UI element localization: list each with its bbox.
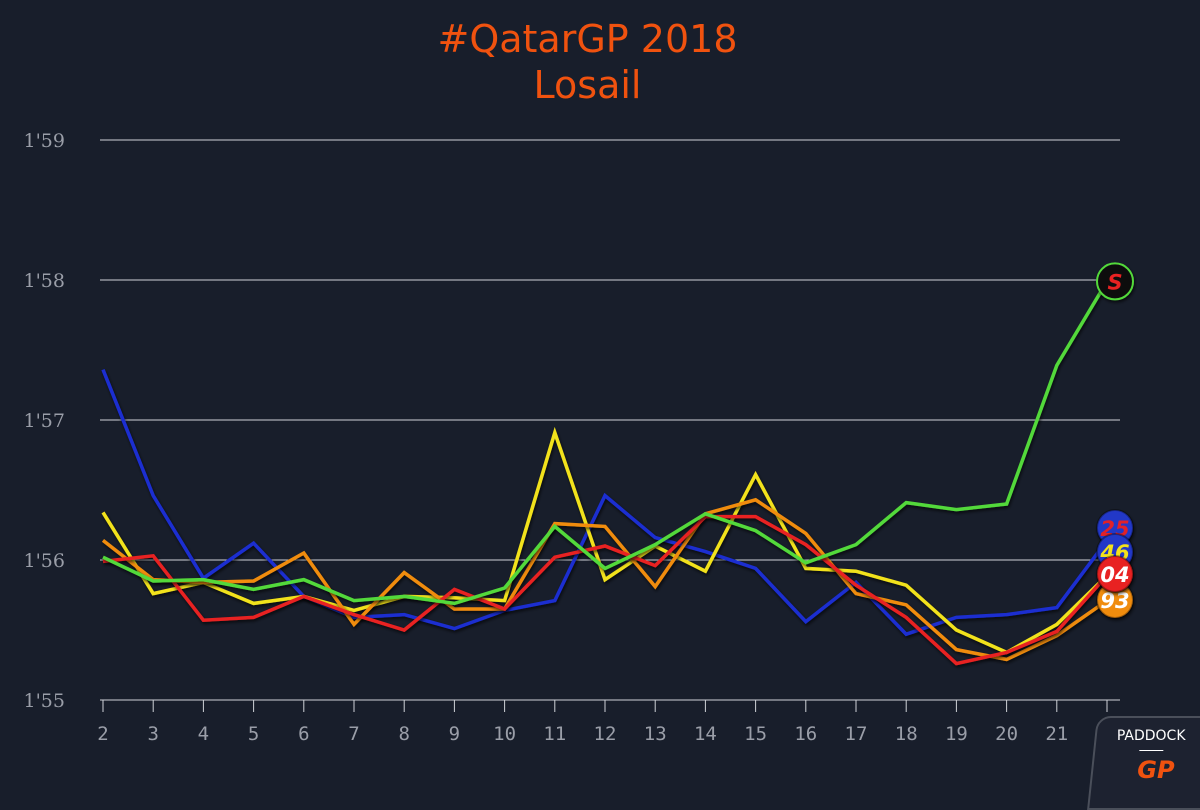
chart-subtitle: Losail	[533, 63, 642, 107]
x-tick-label: 6	[298, 723, 309, 745]
series-line-93	[101, 497, 1109, 662]
badge-label: S	[1107, 270, 1122, 294]
y-tick-label: 1'56	[24, 550, 66, 572]
y-tick-label: 1'57	[24, 410, 66, 432]
rider-badge-04: 04	[1096, 555, 1134, 593]
x-tick-label: 3	[147, 723, 158, 745]
x-tick-label: 9	[449, 723, 460, 745]
y-tick-label: 1'55	[24, 690, 66, 712]
x-tick-label: 19	[945, 723, 968, 745]
x-tick-label: 4	[198, 723, 209, 745]
x-tick-label: 16	[794, 723, 817, 745]
series-line-46	[101, 426, 1109, 655]
series-line-5	[102, 280, 1109, 606]
x-tick-label: 17	[845, 723, 868, 745]
logo-bottom: GP	[1137, 756, 1175, 784]
logo-divider	[1139, 750, 1164, 751]
x-tick-label: 12	[594, 723, 617, 745]
badge-label: 04	[1100, 563, 1129, 587]
x-tick-label: 18	[895, 723, 918, 745]
x-tick-label: 14	[694, 723, 717, 745]
badge-circle	[1096, 555, 1134, 593]
series-line-25	[101, 368, 1109, 637]
paddock-gp-logo: PADDOCK GP	[1087, 716, 1200, 810]
series-line-04	[102, 514, 1109, 666]
logo-top: PADDOCK	[1116, 728, 1186, 744]
x-tick-label: 7	[348, 723, 359, 745]
x-tick-label: 13	[644, 723, 667, 745]
y-tick-label: 1'59	[24, 130, 66, 152]
badge-circle	[1096, 262, 1134, 301]
chart-title: #QatarGP 2018	[437, 17, 738, 61]
x-tick-label: 15	[744, 723, 767, 745]
x-tick-label: 10	[493, 723, 516, 745]
x-tick-label: 20	[995, 723, 1018, 745]
y-tick-label: 1'58	[24, 270, 66, 292]
x-tick-label: 21	[1045, 723, 1068, 745]
x-tick-label: 11	[543, 723, 566, 745]
rider-badge-5: S	[1096, 262, 1134, 301]
x-tick-label: 5	[248, 723, 259, 745]
x-tick-label: 8	[398, 723, 409, 745]
x-tick-label: 2	[97, 723, 108, 745]
